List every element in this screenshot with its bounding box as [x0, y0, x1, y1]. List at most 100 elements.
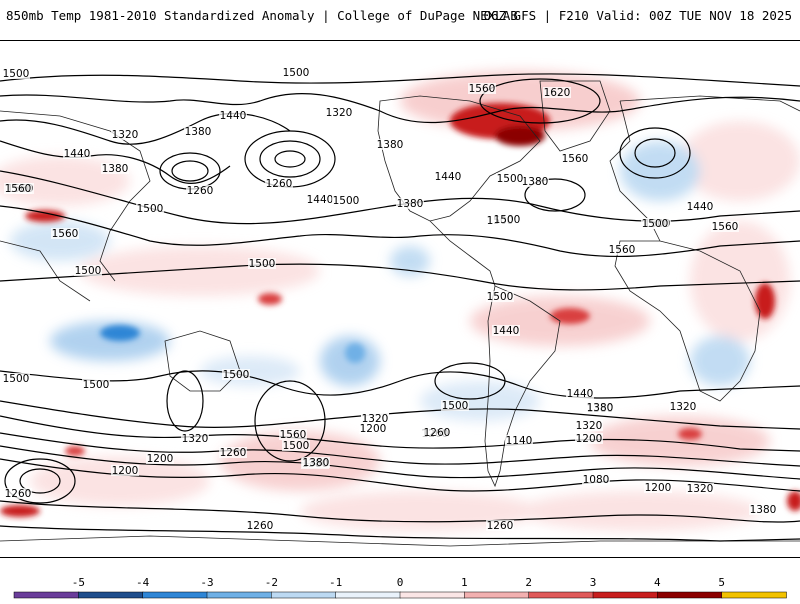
contour-label: 1080: [582, 474, 610, 486]
contour-label: 1560: [468, 83, 496, 95]
contour-label: 1140: [505, 435, 533, 447]
contour-label-text: 1380: [185, 126, 212, 138]
contour-label-text: 1320: [182, 433, 209, 445]
contour-label: 1500: [222, 369, 250, 381]
height-contours: [0, 73, 800, 542]
colorbar-tick-label: 0: [397, 576, 404, 589]
contour-label-text: 1560: [280, 429, 307, 441]
contour-label-text: 1320: [576, 420, 603, 432]
colorbar-swatch: [142, 591, 208, 599]
contour-label-text: 1320: [112, 129, 139, 141]
contour-label: 1500: [2, 373, 30, 385]
contour-label-text: 1500: [642, 218, 669, 230]
contour-label: 1380: [376, 139, 404, 151]
contour-label: 1500: [486, 291, 514, 303]
colorbar-swatch: [271, 591, 337, 599]
map-title: 850mb Temp 1981-2010 Standardized Anomal…: [6, 8, 518, 23]
contour-label-text: 1500: [494, 214, 521, 226]
contour-label-text: 1380: [587, 402, 614, 414]
contour-label: 1380: [101, 163, 129, 175]
contour-label-text: 1440: [307, 194, 334, 206]
contour-label-text: 1500: [283, 440, 310, 452]
contour-label-text: 1200: [576, 433, 603, 445]
contour-label-text: 1500: [442, 400, 469, 412]
colorbar-swatch: [721, 591, 787, 599]
contour-label-text: 1380: [397, 198, 424, 210]
contour-label: 1620: [543, 87, 571, 99]
weather-map[interactable]: 1500 1500 1560 1620 1440 1320 1380 1320 1380 1440…: [0, 40, 800, 558]
contour-label: 1380: [396, 198, 424, 210]
contour-label-text: 1380: [377, 139, 404, 151]
contour-label-text: 1440: [220, 110, 247, 122]
header: 850mb Temp 1981-2010 Standardized Anomal…: [0, 0, 800, 30]
contour-label: 1500: [493, 214, 521, 226]
contour-label: 1440: [686, 201, 714, 213]
contour-label-text: 1560: [469, 83, 496, 95]
contour-label: 1500: [641, 218, 669, 230]
contour-label-text: 1440: [435, 171, 462, 183]
colorbar-swatch: [78, 591, 144, 599]
contour-label-text: 1620: [544, 87, 571, 99]
model-run-info: 06Z GFS | F210 Valid: 00Z TUE NOV 18 202…: [483, 8, 792, 23]
contour-label-text: 1200: [147, 453, 174, 465]
contour-label: 1200: [575, 433, 603, 445]
colorbar-tick-label: -3: [200, 576, 213, 589]
contour-label-text: 1440: [493, 325, 520, 337]
contour-label: 1200: [146, 453, 174, 465]
contour-label-text: 1500: [249, 258, 276, 270]
contour-label: 1440: [566, 388, 594, 400]
colorbar-tick-label: 5: [718, 576, 725, 589]
contour-label: 1380: [749, 504, 777, 516]
contour-label: 1560: [711, 221, 739, 233]
contour-label-text: 1380: [522, 176, 549, 188]
contour-label: 1500: [332, 195, 360, 207]
colorbar-tick-label: 1: [461, 576, 468, 589]
contour-label-text: 1500: [83, 379, 110, 391]
colorbar-swatch: [592, 591, 659, 599]
contour-label: 1500: [282, 440, 310, 452]
coastlines: [0, 80, 800, 547]
contour-label-text: 1440: [567, 388, 594, 400]
contour-label: 1320: [361, 413, 389, 425]
contour-label: 1260: [265, 178, 293, 190]
contour-label: 1440: [434, 171, 462, 183]
contour-label-text: 1380: [102, 163, 129, 175]
contour-label: 1320: [325, 107, 353, 119]
contour-label: 1260: [246, 520, 274, 532]
contour-label: 1200: [359, 423, 387, 435]
contour-label-text: 1200: [112, 465, 139, 477]
colorbar-swatch: [657, 591, 723, 599]
contour-label: 1560: [279, 429, 307, 441]
colorbar-swatch: [13, 591, 80, 599]
contour-label-text: 1560: [712, 221, 739, 233]
contour-label-text: 1560: [5, 183, 32, 195]
contour-label: 1200: [644, 482, 672, 494]
contour-label-text: 1440: [64, 148, 91, 160]
contour-label: 1500: [248, 258, 276, 270]
contour-label-text: 1260: [247, 520, 274, 532]
contour-label: 1260: [4, 488, 32, 500]
contour-label-text: 1560: [52, 228, 79, 240]
contour-label: 1500: [74, 265, 102, 277]
contour-label-text: 1200: [360, 423, 387, 435]
contour-label: 1380: [302, 457, 330, 469]
contour-label-text: 1500: [137, 203, 164, 215]
colorbar-swatch: [464, 591, 530, 599]
contour-label: 1200: [111, 465, 139, 477]
colorbar-swatch: [528, 591, 594, 599]
contour-label: 1440: [219, 110, 247, 122]
contour-label-text: 1260: [187, 185, 214, 197]
contour-label: 1320: [686, 483, 714, 495]
colorbar-tick-label: -2: [265, 576, 278, 589]
colorbar-swatch: [206, 591, 273, 599]
contour-label: 1560: [51, 228, 79, 240]
contour-label: 1500: [2, 68, 30, 80]
contour-label: 1500: [82, 379, 110, 391]
contour-label: 1260: [219, 447, 247, 459]
contour-label-text: 1440: [687, 201, 714, 213]
contour-label-text: 1560: [609, 244, 636, 256]
colorbar-swatch: [399, 591, 466, 599]
contour-label: 1440: [306, 194, 334, 206]
